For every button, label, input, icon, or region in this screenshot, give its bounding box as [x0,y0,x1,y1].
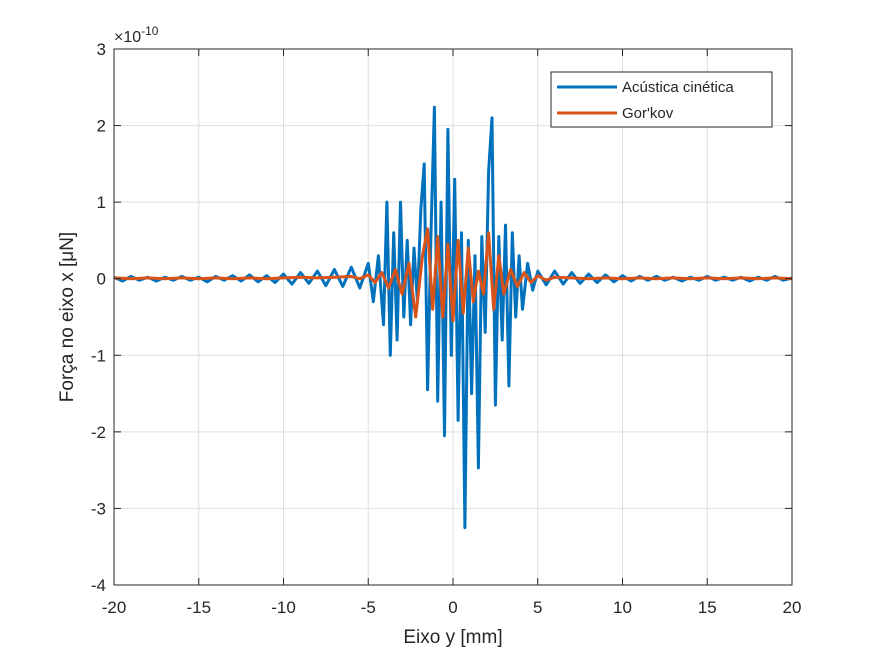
y-tick-label: 0 [97,270,106,289]
x-tick-label: 20 [783,598,802,617]
y-tick-label: -2 [91,423,106,442]
y-tick-label: -3 [91,499,106,518]
x-tick-label: -5 [361,598,376,617]
y-axis-label: Força no eixo x [μN] [57,232,78,402]
y-tick-label: 1 [97,193,106,212]
x-tick-label: -20 [102,598,127,617]
x-tick-label: 5 [533,598,542,617]
x-tick-label: -15 [186,598,211,617]
x-tick-label: 10 [613,598,632,617]
legend-box [550,71,773,128]
legend: Acústica cinética Gor'kov [550,71,773,128]
x-tick-label: 0 [448,598,457,617]
y-scale-exponent-power: -10 [141,24,159,38]
x-tick-labels: -20 -15 -10 -5 0 5 10 15 20 [102,598,802,617]
series-line-gorkov [113,227,793,323]
x-axis-label: Eixo y [mm] [403,627,502,648]
legend-label-gorkov: Gor'kov [622,105,674,122]
y-scale-exponent: ×10-10 [114,24,159,46]
y-scale-exponent-base: ×10 [114,29,141,46]
y-tick-label: -4 [91,576,106,595]
y-tick-label: 3 [97,40,106,59]
legend-label-acustica: Acústica cinética [622,79,734,96]
series-layer [113,105,793,530]
y-tick-label: -1 [91,346,106,365]
x-tick-label: 15 [698,598,717,617]
y-tick-label: 2 [97,117,106,136]
x-tick-label: -10 [271,598,296,617]
tick-marks [113,48,793,586]
y-tick-labels: -4 -3 -2 -1 0 1 2 3 [91,40,106,595]
